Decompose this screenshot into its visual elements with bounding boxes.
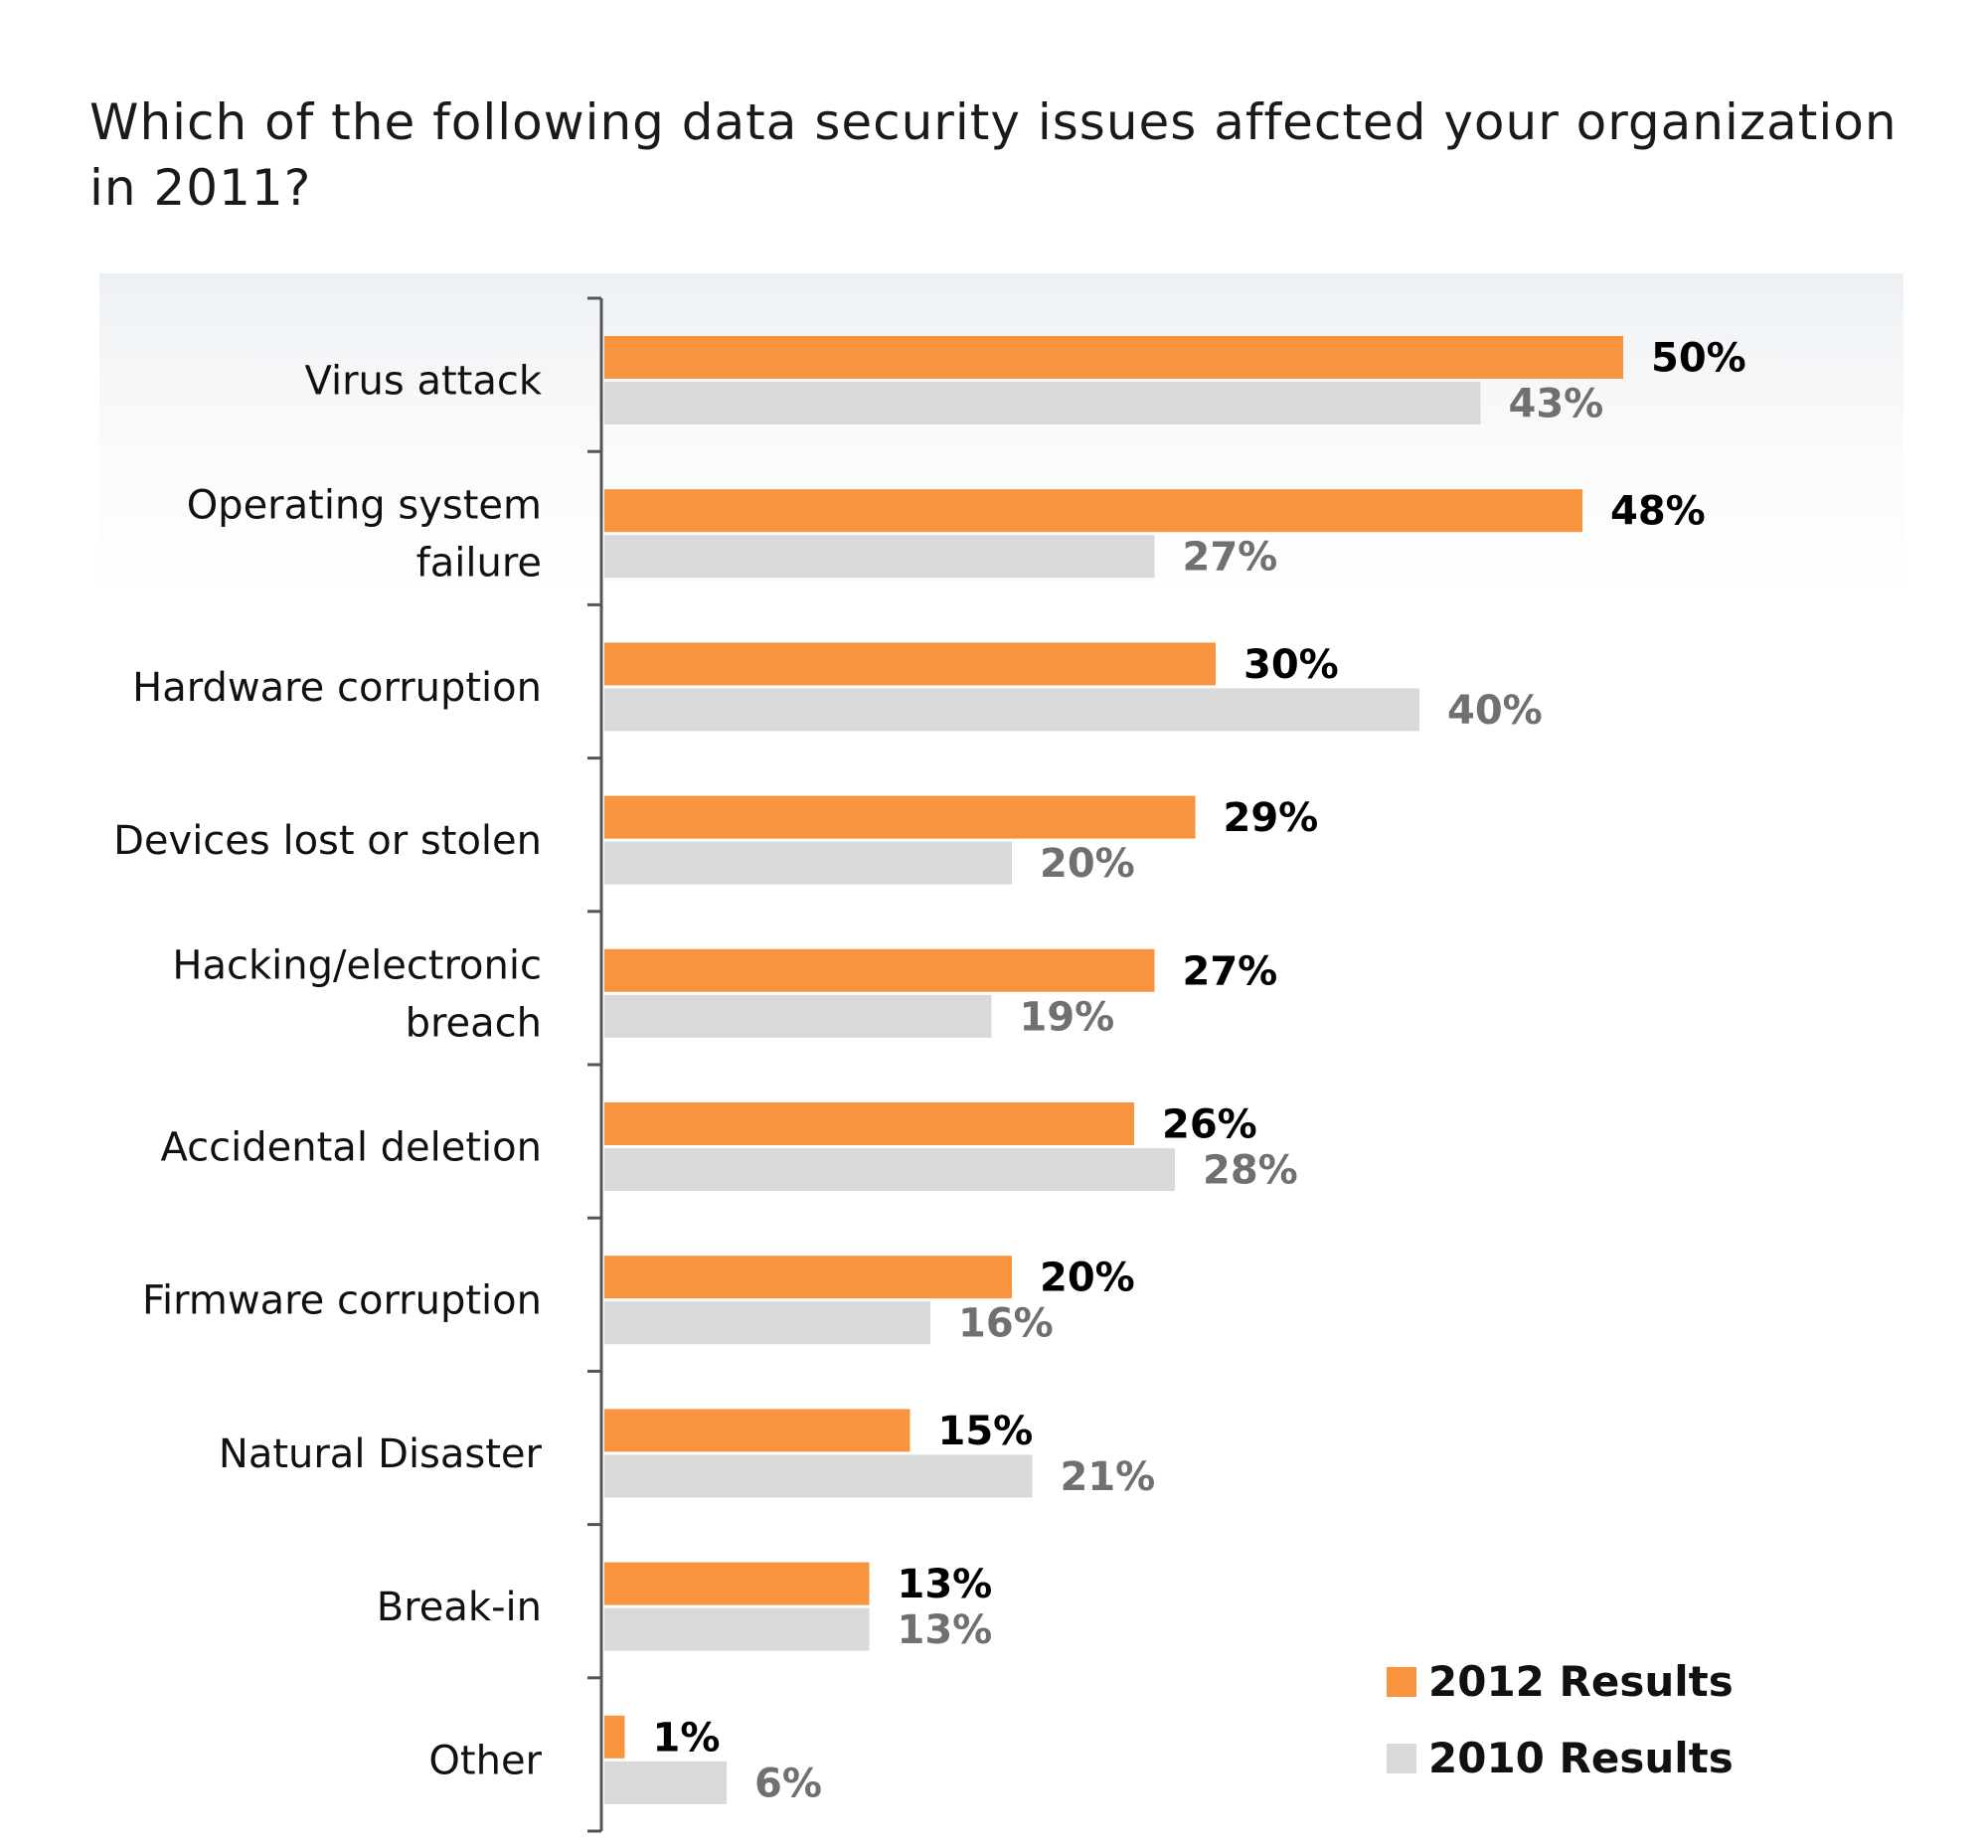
- data-label-2010: 16%: [958, 1301, 1054, 1347]
- legend-label: 2012 Results: [1428, 1657, 1734, 1706]
- category-label: Break-in: [377, 1585, 542, 1630]
- data-label-2010: 43%: [1509, 382, 1604, 427]
- bar-2012: [604, 336, 1623, 379]
- data-label-2010: 27%: [1183, 535, 1278, 581]
- data-label-2010: 40%: [1447, 688, 1543, 734]
- legend-swatch: [1387, 1667, 1416, 1697]
- bar-2012: [604, 795, 1196, 839]
- data-label-2010: 21%: [1061, 1454, 1156, 1500]
- bar-2012: [604, 948, 1155, 992]
- data-label-2010: 20%: [1040, 841, 1135, 887]
- bar-2012: [604, 489, 1582, 533]
- data-label-2012: 26%: [1162, 1102, 1257, 1148]
- data-label-2012: 1%: [653, 1715, 721, 1761]
- bar-2012: [604, 642, 1216, 686]
- category-label: failure: [416, 541, 542, 587]
- bar-2010: [604, 1607, 870, 1651]
- bar-2010: [604, 382, 1481, 424]
- bar-2010: [604, 994, 992, 1038]
- data-label-2012: 20%: [1040, 1256, 1135, 1301]
- category-label: Virus attack: [305, 359, 543, 405]
- legend-swatch: [1387, 1744, 1416, 1773]
- data-label-2010: 6%: [754, 1761, 822, 1806]
- bar-2010: [604, 1148, 1175, 1191]
- bar-2010: [604, 841, 1012, 885]
- data-label-2012: 15%: [938, 1409, 1034, 1454]
- category-label: Other: [428, 1738, 542, 1783]
- bar-2012: [604, 1409, 911, 1452]
- category-label: Devices lost or stolen: [113, 818, 542, 864]
- category-label: Firmware corruption: [142, 1278, 542, 1324]
- category-label: Hardware corruption: [132, 665, 542, 711]
- bar-2010: [604, 1301, 930, 1345]
- bar-2012: [604, 1715, 625, 1759]
- bar-2012: [604, 1562, 870, 1605]
- bar-2012: [604, 1102, 1134, 1145]
- bar-2010: [604, 688, 1419, 732]
- bar-2010: [604, 535, 1155, 579]
- category-label: breach: [406, 1000, 542, 1046]
- bar-2012: [604, 1256, 1012, 1299]
- category-label: Operating system: [187, 483, 542, 529]
- data-label-2012: 13%: [898, 1562, 993, 1607]
- bar-2010: [604, 1454, 1033, 1498]
- data-label-2012: 27%: [1183, 948, 1278, 994]
- data-label-2010: 28%: [1203, 1148, 1298, 1194]
- legend-label: 2010 Results: [1428, 1734, 1734, 1782]
- data-label-2010: 19%: [1020, 994, 1115, 1040]
- data-label-2012: 50%: [1651, 336, 1746, 382]
- category-label: Accidental deletion: [161, 1125, 542, 1171]
- data-label-2012: 30%: [1243, 642, 1339, 688]
- data-label-2012: 29%: [1224, 795, 1319, 841]
- category-label: Hacking/electronic: [172, 942, 542, 988]
- data-label-2012: 48%: [1610, 489, 1706, 535]
- data-label-2010: 13%: [898, 1607, 993, 1653]
- category-label: Natural Disaster: [219, 1431, 543, 1477]
- chart-title: Which of the following data security iss…: [89, 93, 1898, 217]
- bar-2010: [604, 1761, 727, 1804]
